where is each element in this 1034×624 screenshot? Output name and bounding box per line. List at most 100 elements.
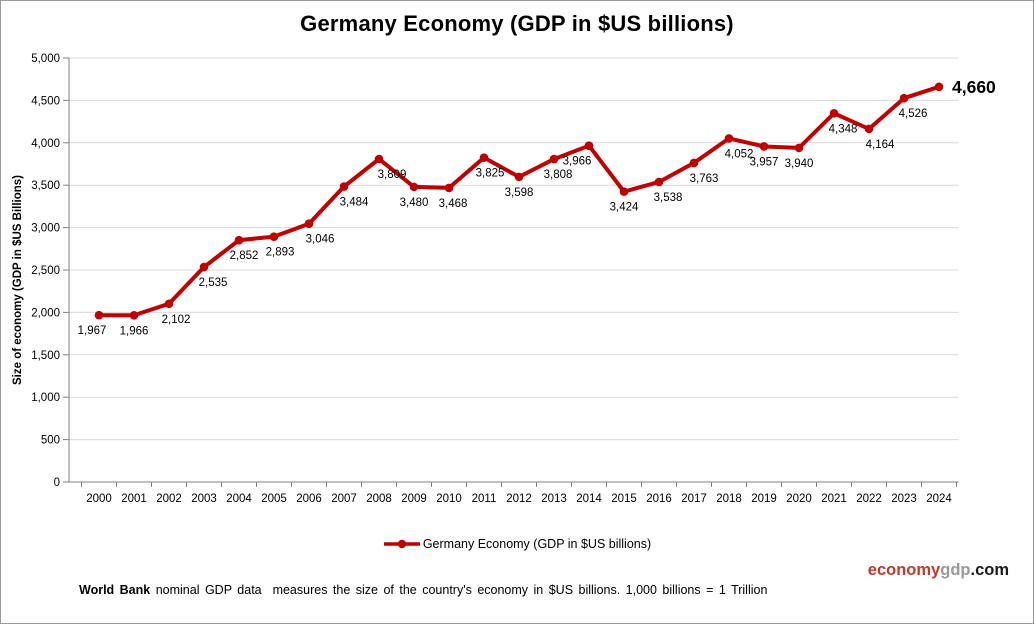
data-point [444, 183, 454, 193]
data-label: 2,893 [266, 247, 295, 259]
footer-source: World Bank [79, 583, 151, 597]
x-tick-label: 2017 [681, 493, 707, 505]
x-tick-label: 2015 [611, 493, 637, 505]
y-tick-label: 4,500 [31, 95, 60, 107]
x-tick-label: 2022 [856, 493, 882, 505]
x-tick-label: 2023 [891, 493, 917, 505]
data-label: 3,538 [654, 192, 683, 204]
data-point [94, 310, 104, 320]
branding-economy: economy [867, 561, 941, 579]
data-point [794, 143, 804, 153]
y-tick-label: 3,000 [31, 223, 60, 235]
x-tick-label: 2006 [296, 493, 322, 505]
data-label: 3,957 [750, 156, 779, 168]
y-tick-label: 5,000 [31, 53, 60, 65]
x-tick-label: 2011 [472, 493, 497, 505]
data-point [829, 108, 839, 118]
x-tick-label: 2004 [226, 493, 252, 505]
data-point [689, 158, 699, 168]
data-point [269, 232, 279, 241]
y-tick-label: 1,000 [31, 392, 60, 404]
x-tick-label: 2016 [646, 493, 672, 505]
x-tick-label: 2000 [86, 493, 112, 505]
x-tick-label: 2024 [926, 493, 952, 505]
data-point [934, 82, 944, 92]
legend-line-marker-icon [383, 539, 420, 549]
data-label: 2,102 [162, 314, 191, 326]
data-label: 1,967 [78, 325, 107, 337]
data-label: 3,484 [340, 197, 369, 209]
y-tick-label: 4,000 [31, 138, 60, 150]
data-label: 4,052 [725, 148, 754, 160]
x-tick-label: 2005 [261, 493, 287, 505]
data-label: 3,763 [690, 173, 719, 185]
data-label: 2,852 [230, 250, 259, 262]
x-tick-label: 2009 [401, 493, 427, 505]
final-data-label: 4,660 [952, 77, 996, 97]
data-label: 2,535 [199, 277, 228, 289]
data-label: 3,940 [785, 158, 814, 170]
y-tick-label: 3,500 [31, 180, 60, 192]
data-label: 1,966 [120, 325, 149, 337]
x-tick-label: 2010 [436, 493, 462, 505]
data-label: 3,598 [505, 187, 534, 199]
x-tick-label: 2013 [541, 493, 567, 505]
data-point [549, 154, 559, 164]
x-tick-label: 2003 [191, 493, 217, 505]
data-label: 4,164 [866, 139, 895, 151]
footer-note: World Bank nominal GDP data measures the… [79, 583, 767, 597]
data-label: 3,480 [400, 197, 429, 209]
legend: Germany Economy (GDP in $US billions) [1, 537, 1033, 551]
data-point [619, 187, 629, 196]
x-tick-label: 2008 [366, 493, 392, 505]
data-point [584, 141, 594, 150]
data-point [199, 262, 209, 272]
y-tick-label: 500 [41, 435, 60, 447]
y-tick-label: 0 [54, 477, 60, 489]
data-point [304, 219, 314, 228]
x-tick-label: 2021 [821, 493, 847, 505]
branding-gdp: gdp [940, 561, 971, 579]
branding-com: .com [970, 561, 1009, 579]
data-point [899, 93, 909, 103]
data-point [164, 299, 174, 309]
y-axis-title: Size of economy (GDP in $US Billions) [12, 175, 24, 385]
y-tick-label: 2,000 [31, 307, 60, 319]
data-point [479, 153, 489, 162]
data-label: 3,468 [439, 198, 468, 210]
y-tick-label: 1,500 [31, 350, 60, 362]
data-point [234, 235, 244, 245]
footer-text: nominal GDP data measures the size of th… [150, 583, 768, 597]
data-label: 3,825 [476, 168, 505, 180]
data-point [129, 310, 139, 320]
data-label: 3,809 [378, 169, 407, 181]
chart-title: Germany Economy (GDP in $US billions) [300, 11, 734, 36]
x-tick-label: 2012 [506, 493, 532, 505]
data-point [339, 182, 349, 191]
data-point [374, 154, 384, 164]
x-tick-label: 2018 [716, 493, 742, 505]
legend-label: Germany Economy (GDP in $US billions) [422, 537, 652, 551]
data-label: 3,424 [610, 202, 639, 214]
data-label: 3,808 [544, 169, 573, 181]
x-tick-label: 2002 [156, 493, 182, 505]
x-tick-label: 2020 [786, 493, 812, 505]
data-point [724, 134, 734, 143]
x-tick-label: 2014 [576, 493, 602, 505]
data-point [654, 177, 664, 187]
data-point [409, 182, 419, 192]
data-label: 4,348 [829, 123, 858, 135]
y-tick-label: 2,500 [31, 265, 60, 277]
x-tick-label: 2019 [751, 493, 777, 505]
data-point [514, 172, 524, 182]
data-label: 3,046 [306, 234, 335, 246]
x-tick-label: 2001 [121, 493, 147, 505]
data-label: 4,526 [899, 108, 928, 120]
data-label: 3,966 [563, 156, 592, 168]
gdp-line-chart: 0 500 1,000 1,500 2,000 2,500 3,000 3,500 4,000 4… [12, 53, 996, 505]
branding-link[interactable]: economygdp.com [868, 561, 1009, 580]
x-tick-label: 2007 [331, 493, 357, 505]
data-point [864, 124, 874, 134]
data-point [759, 142, 769, 151]
